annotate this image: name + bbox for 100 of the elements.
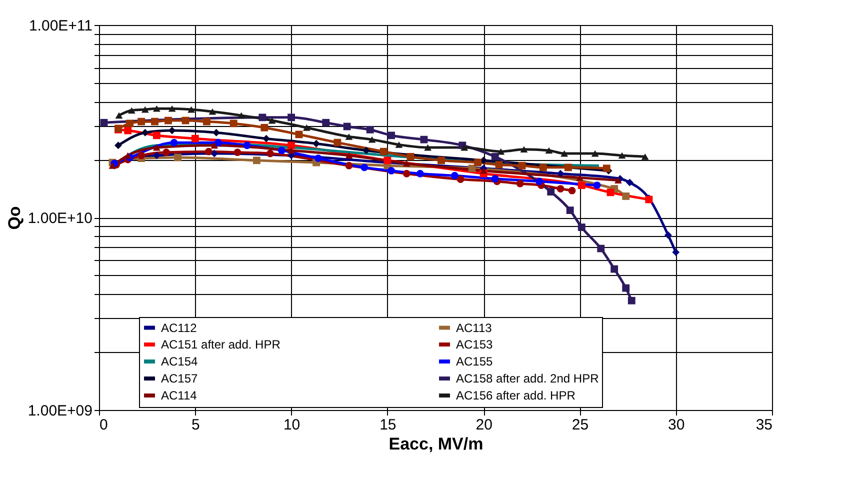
legend-label: AC153	[456, 338, 494, 352]
point	[234, 148, 242, 156]
point	[212, 128, 220, 136]
legend-label: AC151 after add. HPR	[161, 338, 281, 352]
point	[288, 147, 295, 154]
x-tick-label: 20	[476, 416, 492, 434]
point	[170, 138, 178, 146]
point	[115, 112, 123, 119]
point	[366, 126, 374, 134]
point	[480, 168, 488, 174]
point	[672, 248, 680, 256]
point	[152, 132, 160, 140]
point	[420, 136, 428, 144]
point	[345, 152, 353, 159]
point	[622, 284, 630, 292]
point	[564, 164, 572, 172]
point	[468, 164, 476, 172]
point	[545, 147, 553, 154]
point	[597, 244, 605, 252]
point	[406, 152, 414, 160]
y-tick-label: 1.00E+09	[28, 402, 92, 420]
point	[388, 167, 395, 174]
point	[606, 188, 614, 196]
y-tick-label: 1.00E+11	[28, 18, 92, 34]
point	[578, 224, 586, 231]
point	[262, 134, 270, 142]
point	[516, 180, 524, 188]
point	[345, 133, 353, 140]
point	[438, 156, 445, 164]
point	[345, 162, 353, 170]
point	[424, 144, 432, 151]
point	[456, 176, 464, 183]
point	[162, 148, 170, 156]
point	[243, 142, 251, 150]
point	[312, 140, 320, 148]
point	[174, 154, 182, 162]
point	[204, 148, 212, 156]
point	[536, 178, 544, 186]
point	[188, 106, 196, 113]
point	[416, 170, 424, 178]
point	[622, 192, 630, 200]
x-tick-label: 15	[380, 416, 396, 434]
y-tick-label: 1.00E+10	[28, 210, 92, 227]
point	[474, 158, 482, 166]
point	[520, 146, 528, 153]
point	[368, 136, 376, 143]
point	[547, 188, 555, 196]
point	[388, 132, 395, 140]
point	[402, 170, 410, 178]
point	[610, 265, 618, 273]
point	[164, 116, 172, 124]
point	[268, 117, 276, 124]
point	[491, 152, 499, 160]
point	[497, 148, 505, 155]
point	[214, 138, 222, 146]
point	[141, 128, 149, 136]
point	[566, 206, 574, 214]
point	[578, 182, 586, 189]
point	[124, 152, 132, 159]
point	[210, 142, 218, 149]
point	[360, 164, 368, 172]
point	[626, 178, 634, 186]
point	[152, 144, 160, 151]
legend-label: AC156 after add. HPR	[456, 388, 576, 402]
point	[230, 120, 238, 128]
x-tick-label: 5	[191, 416, 200, 434]
point	[124, 126, 132, 134]
point	[560, 150, 568, 157]
point	[343, 122, 351, 130]
point	[395, 141, 403, 148]
legend-label: AC114	[161, 388, 198, 402]
x-tick-label: 30	[668, 416, 685, 434]
point	[602, 164, 610, 172]
point	[128, 107, 136, 114]
point	[568, 186, 576, 194]
point	[168, 105, 176, 112]
point	[362, 146, 370, 154]
point	[258, 114, 266, 122]
point	[641, 153, 649, 160]
point	[334, 138, 342, 146]
point	[380, 148, 388, 156]
point	[151, 118, 158, 126]
point	[114, 142, 122, 150]
point	[495, 161, 503, 168]
point	[126, 120, 134, 128]
point	[576, 174, 584, 181]
point	[210, 150, 218, 158]
point	[539, 164, 547, 172]
legend-label: AC112	[161, 320, 198, 335]
point	[208, 108, 216, 115]
y-axis-title: Qo	[4, 206, 24, 230]
point	[266, 150, 274, 158]
x-tick-label: 10	[283, 416, 300, 434]
point	[314, 154, 322, 162]
point	[556, 170, 564, 178]
legend-label: AC154	[161, 354, 198, 368]
point	[518, 162, 526, 170]
point	[322, 118, 330, 126]
point	[664, 231, 672, 239]
point	[556, 185, 564, 192]
